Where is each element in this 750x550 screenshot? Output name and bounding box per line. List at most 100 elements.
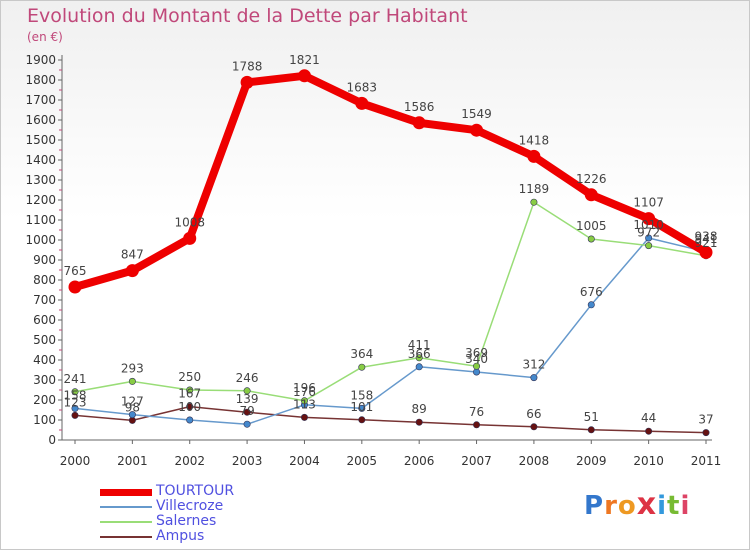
- data-label-villecroze: 176: [293, 385, 316, 399]
- data-label-ampus: 44: [641, 411, 656, 425]
- legend-label: Villecroze: [156, 498, 224, 514]
- data-point-ampus: [300, 413, 308, 421]
- y-tick-label: 1500: [25, 133, 56, 147]
- data-point-tourtour: [470, 123, 484, 137]
- data-label-salernes: 364: [350, 347, 373, 361]
- y-tick-label: 0: [48, 433, 56, 447]
- x-tick-label: 2004: [289, 454, 320, 468]
- data-label-tourtour: 1683: [347, 80, 378, 94]
- data-label-salernes: 293: [121, 361, 144, 375]
- data-point-villecroze: [530, 374, 538, 382]
- data-label-salernes: 1189: [519, 182, 550, 196]
- data-point-tourtour: [355, 96, 369, 110]
- data-point-ampus: [473, 421, 481, 429]
- y-tick-label: 1700: [25, 93, 56, 107]
- data-label-tourtour: 938: [695, 229, 718, 243]
- data-point-villecroze: [415, 363, 423, 371]
- x-tick-label: 2003: [232, 454, 263, 468]
- data-label-ampus: 51: [584, 410, 599, 424]
- data-label-tourtour: 1549: [461, 107, 492, 121]
- data-label-villecroze: 100: [178, 400, 201, 414]
- data-label-villecroze: 340: [465, 352, 488, 366]
- data-point-ampus: [358, 416, 366, 424]
- data-label-tourtour: 1821: [289, 53, 320, 67]
- x-tick-label: 2007: [461, 454, 492, 468]
- data-label-salernes: 369: [465, 346, 488, 360]
- y-tick-label: 1100: [25, 213, 56, 227]
- data-label-villecroze: 158: [350, 388, 373, 402]
- y-tick-label: 1200: [25, 193, 56, 207]
- data-point-tourtour: [412, 116, 426, 130]
- data-label-tourtour: 1788: [232, 59, 263, 73]
- legend-label: TOURTOUR: [156, 483, 235, 499]
- data-label-tourtour: 1586: [404, 100, 435, 114]
- data-point-ampus: [186, 403, 194, 411]
- data-label-ampus: 66: [526, 407, 541, 421]
- data-point-villecroze: [186, 416, 194, 424]
- data-label-ampus: 101: [350, 400, 373, 414]
- legend-swatch: [100, 521, 152, 523]
- data-point-ampus: [128, 416, 136, 424]
- data-point-villecroze: [71, 404, 79, 412]
- data-point-ampus: [415, 418, 423, 426]
- x-tick-label: 2000: [60, 454, 91, 468]
- data-point-villecroze: [473, 368, 481, 376]
- data-label-villecroze: 366: [408, 347, 431, 361]
- data-point-villecroze: [358, 404, 366, 412]
- data-point-salernes: [243, 387, 251, 395]
- y-tick-label: 1400: [25, 153, 56, 167]
- data-point-tourtour: [642, 212, 656, 226]
- data-label-tourtour: 1107: [633, 196, 664, 210]
- data-label-ampus: 98: [125, 400, 140, 414]
- data-point-salernes: [128, 377, 136, 385]
- data-label-ampus: 37: [698, 413, 713, 427]
- y-tick-label: 1800: [25, 73, 56, 87]
- data-point-tourtour: [68, 280, 82, 294]
- data-point-ampus: [530, 423, 538, 431]
- data-label-villecroze: 1010: [633, 218, 664, 232]
- data-point-salernes: [530, 198, 538, 206]
- data-label-salernes: 250: [178, 370, 201, 384]
- data-point-salernes: [186, 386, 194, 394]
- data-point-tourtour: [699, 245, 713, 259]
- y-tick-label: 700: [33, 293, 56, 307]
- data-label-villecroze: 158: [64, 388, 87, 402]
- y-tick-label: 1000: [25, 233, 56, 247]
- x-tick-label: 2005: [347, 454, 378, 468]
- legend-label: Ampus: [156, 528, 205, 544]
- data-label-tourtour: 847: [121, 248, 144, 262]
- y-tick-label: 800: [33, 273, 56, 287]
- data-label-salernes: 1005: [576, 219, 607, 233]
- data-point-tourtour: [125, 264, 139, 278]
- x-tick-label: 2009: [576, 454, 607, 468]
- data-point-salernes: [358, 363, 366, 371]
- data-point-villecroze: [243, 420, 251, 428]
- data-label-salernes: 196: [293, 381, 316, 395]
- data-label-ampus: 123: [64, 395, 87, 409]
- x-tick-label: 2006: [404, 454, 435, 468]
- data-label-salernes: 246: [236, 371, 259, 385]
- data-point-tourtour: [297, 69, 311, 83]
- data-label-villecroze: 127: [121, 395, 144, 409]
- data-point-ampus: [645, 427, 653, 435]
- y-tick-label: 1900: [25, 53, 56, 67]
- y-tick-label: 400: [33, 353, 56, 367]
- data-point-ampus: [702, 429, 710, 437]
- y-tick-label: 1600: [25, 113, 56, 127]
- data-point-salernes: [71, 388, 79, 396]
- series-line-salernes: [74, 201, 707, 402]
- y-tick-label: 100: [33, 413, 56, 427]
- data-point-tourtour: [240, 75, 254, 89]
- data-point-villecroze: [587, 301, 595, 309]
- x-tick-label: 2008: [519, 454, 550, 468]
- x-tick-label: 2011: [691, 454, 722, 468]
- chart-title: Evolution du Montant de la Dette par Hab…: [27, 5, 468, 27]
- y-tick-label: 500: [33, 333, 56, 347]
- data-label-villecroze: 79: [239, 404, 254, 418]
- data-label-salernes: 411: [408, 338, 431, 352]
- y-tick-label: 200: [33, 393, 56, 407]
- data-point-salernes: [645, 242, 653, 250]
- data-label-tourtour: 1418: [519, 133, 550, 147]
- legend-swatch: [100, 536, 152, 538]
- y-tick-label: 1300: [25, 173, 56, 187]
